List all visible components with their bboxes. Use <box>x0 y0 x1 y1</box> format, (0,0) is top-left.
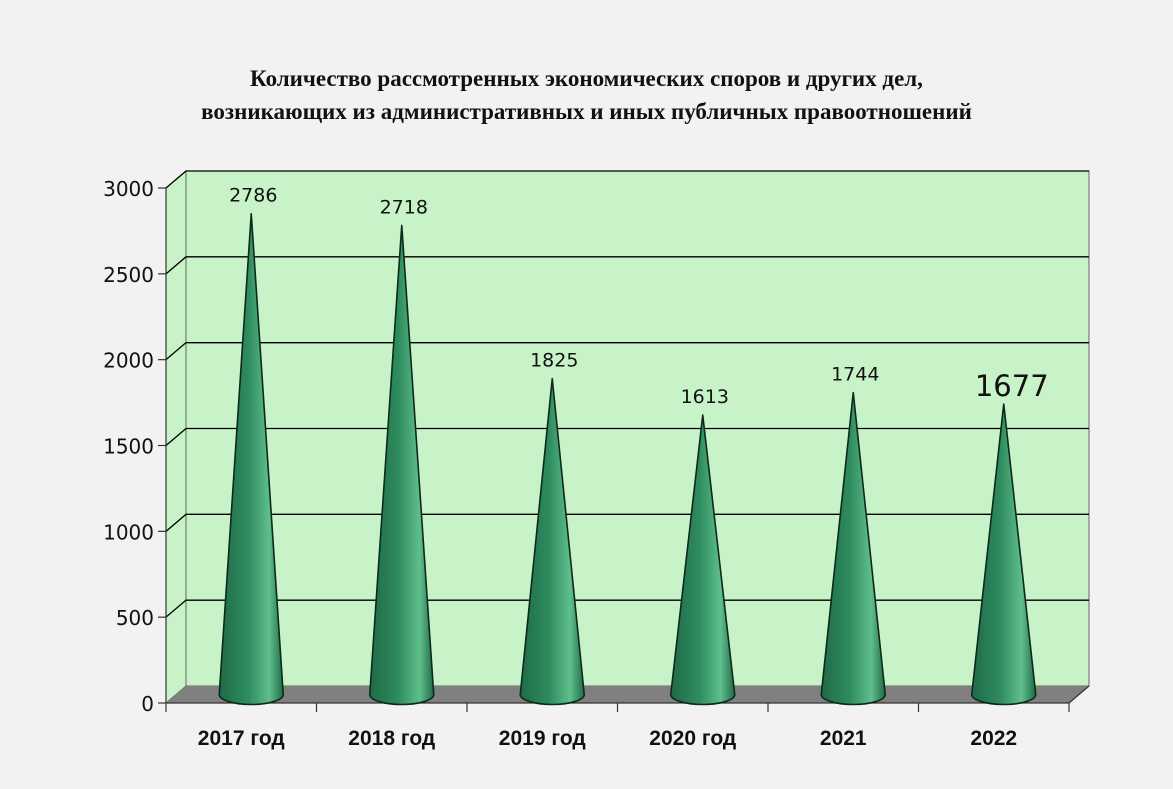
gridline-2 <box>165 513 1089 532</box>
category-label-1: 2018 год <box>348 727 435 750</box>
y-tick-label-4: 2000 <box>103 349 154 373</box>
data-label-3: 1613 <box>681 386 729 408</box>
category-label-2: 2019 год <box>499 727 586 750</box>
data-label-4: 1744 <box>831 364 879 386</box>
cone-1 <box>368 224 435 706</box>
y-tick-label-5: 2500 <box>103 263 154 287</box>
chart-title-line-2: возникающих из административных и иных п… <box>201 99 972 124</box>
category-label-3: 2020 год <box>649 727 736 750</box>
category-label-5: 2022 <box>970 727 1017 750</box>
cone-4 <box>820 391 887 706</box>
data-label-1: 2718 <box>380 196 428 218</box>
y-tick-label-1: 500 <box>116 606 154 630</box>
y-tick-label-3: 1500 <box>103 435 154 459</box>
data-label-2: 1825 <box>530 350 578 372</box>
category-label-4: 2021 <box>820 727 867 750</box>
gridline-6 <box>165 170 1089 189</box>
y-tick-label-0: 0 <box>141 692 154 716</box>
data-label-5: 1677 <box>975 369 1049 403</box>
x-axis-depth-line <box>1068 685 1090 704</box>
data-label-0: 2786 <box>229 185 277 207</box>
chart-title-line-1: Количество рассмотренных экономических с… <box>250 66 923 91</box>
gridline-1 <box>165 599 1089 618</box>
cone-2 <box>519 377 586 706</box>
chart-floor <box>166 686 1089 703</box>
chart-title: Количество рассмотренных экономических с… <box>0 62 1173 128</box>
y-tick-label-2: 1000 <box>103 520 154 544</box>
gridline-4 <box>165 342 1089 361</box>
cone-3 <box>669 414 736 706</box>
cone-0 <box>218 212 285 706</box>
y-tick-label-6: 3000 <box>103 177 154 201</box>
gridline-5 <box>165 256 1089 275</box>
cone-5 <box>970 403 1037 706</box>
gridline-3 <box>165 427 1089 446</box>
category-label-0: 2017 год <box>198 727 285 750</box>
